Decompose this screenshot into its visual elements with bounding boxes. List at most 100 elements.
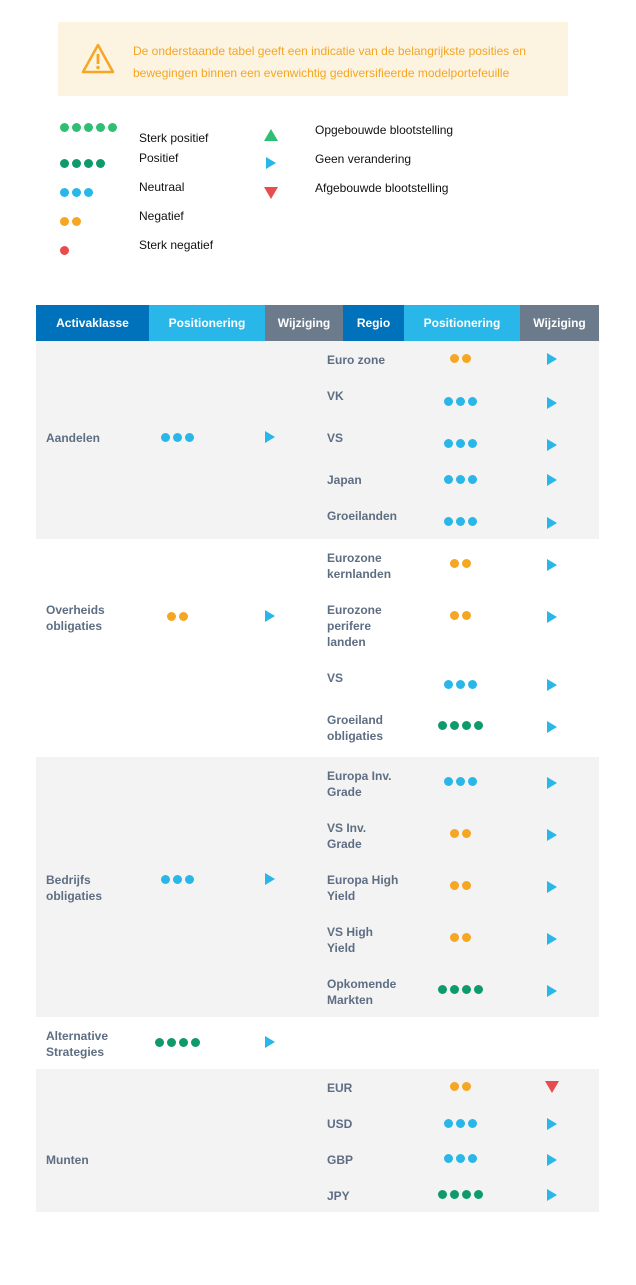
- rating-dot: [443, 439, 453, 448]
- rating-dot: [455, 777, 465, 786]
- asset-positioning-dots: [166, 612, 188, 621]
- rating-dot: [461, 829, 471, 838]
- notice-text: De onderstaande tabel geeft een indicati…: [133, 44, 526, 80]
- triangle-right-icon: [547, 474, 557, 486]
- rating-dot: [467, 397, 477, 406]
- rating-dot: [184, 433, 194, 442]
- region-label: VS High Yield: [327, 925, 374, 955]
- table-group-row: [36, 1069, 599, 1212]
- rating-dot: [443, 475, 453, 484]
- region-positioning-dots: [449, 933, 471, 942]
- rating-dot: [473, 985, 483, 994]
- region-positioning-dots: [443, 777, 477, 786]
- rating-dot: [443, 1154, 453, 1163]
- region-label: EUR: [327, 1081, 353, 1095]
- rating-dot: [178, 1038, 188, 1047]
- triangle-right-icon: [547, 1189, 557, 1201]
- table-group-row: [36, 341, 599, 539]
- rating-dot: [455, 475, 465, 484]
- legend-label-strong-positive: Sterk positief: [139, 131, 209, 145]
- triangle-right-icon: [547, 881, 557, 893]
- region-label: VK: [327, 389, 344, 403]
- rating-dot: [160, 433, 170, 442]
- legend-label-negative: Negatief: [139, 209, 184, 223]
- rating-dot: [172, 875, 182, 884]
- region-positioning-dots: [443, 517, 477, 526]
- warning-triangle-icon: [81, 43, 115, 74]
- region-positioning-dots: [449, 829, 471, 838]
- rating-dot: [461, 1190, 471, 1199]
- rating-dot: [437, 985, 447, 994]
- rating-dot: [455, 680, 465, 689]
- region-label: Europa Inv. Grade: [327, 769, 392, 799]
- region-label: Groeiland obligaties: [327, 713, 384, 743]
- triangle-right-icon: [547, 559, 557, 571]
- asset-positioning-dots: [160, 875, 194, 884]
- rating-dot: [178, 612, 188, 621]
- rating-dot: [443, 1119, 453, 1128]
- triangle-right-icon: [547, 679, 557, 691]
- rating-dot: [437, 1190, 447, 1199]
- rating-dot: [437, 721, 447, 730]
- rating-dot: [443, 397, 453, 406]
- table-group-row: [36, 539, 599, 757]
- legend-dots-strong-positive: [60, 123, 117, 132]
- rating-dot: [461, 933, 471, 942]
- legend-dots-negative: [60, 217, 81, 226]
- triangle-right-icon: [547, 933, 557, 945]
- rating-dot: [166, 1038, 176, 1047]
- region-label: JPY: [327, 1189, 350, 1203]
- triangle-right-icon: [547, 439, 557, 451]
- header-asset-class: Activaklasse: [36, 305, 149, 341]
- triangle-right-icon: [265, 873, 275, 885]
- rating-dot: [461, 985, 471, 994]
- triangle-right-icon: [265, 610, 275, 622]
- rating-dot: [461, 721, 471, 730]
- rating-dot: [455, 397, 465, 406]
- asset-positioning-dots: [154, 1038, 200, 1047]
- legend-dots-strong-negative: [60, 246, 69, 255]
- rating-dot: [461, 611, 471, 620]
- rating-dot: [467, 517, 477, 526]
- triangle-up-icon: [264, 129, 278, 141]
- legend-label-positive: Positief: [139, 151, 179, 165]
- triangle-right-icon: [547, 829, 557, 841]
- asset-class-label: Bedrijfs obligaties: [46, 873, 103, 903]
- rating-dot: [461, 1082, 471, 1091]
- region-label: Euro zone: [327, 353, 386, 367]
- triangle-right-icon: [547, 985, 557, 997]
- region-positioning-dots: [437, 1190, 483, 1199]
- region-label: USD: [327, 1117, 353, 1131]
- region-positioning-dots: [443, 397, 477, 406]
- region-label: VS: [327, 431, 344, 445]
- rating-dot: [467, 1154, 477, 1163]
- rating-dot: [467, 777, 477, 786]
- rating-dot: [449, 881, 459, 890]
- region-positioning-dots: [449, 611, 471, 620]
- region-label: Japan: [327, 473, 362, 487]
- header-positioning-left: Positionering: [149, 305, 265, 341]
- rating-dot: [172, 433, 182, 442]
- region-positioning-dots: [443, 439, 477, 448]
- region-positioning-dots: [437, 985, 483, 994]
- header-region: Regio: [343, 305, 404, 341]
- triangle-right-icon: [547, 611, 557, 623]
- rating-dot: [449, 933, 459, 942]
- triangle-right-icon: [547, 1154, 557, 1166]
- triangle-right-icon: [547, 1118, 557, 1130]
- rating-dot: [467, 475, 477, 484]
- notice-box: De onderstaande tabel geeft een indicati…: [58, 22, 568, 96]
- rating-dot: [449, 985, 459, 994]
- triangle-right-icon: [265, 1036, 275, 1048]
- triangle-right-icon: [547, 777, 557, 789]
- header-change-right: Wijziging: [520, 305, 599, 341]
- region-label: Europa High Yield: [327, 873, 399, 903]
- table-group-row: [36, 757, 599, 1017]
- region-positioning-dots: [443, 1154, 477, 1163]
- legend-label-neutral: Neutraal: [139, 180, 185, 194]
- region-positioning-dots: [437, 721, 483, 730]
- rating-dot: [443, 517, 453, 526]
- legend-dots-positive: [60, 159, 105, 168]
- rating-dot: [467, 439, 477, 448]
- region-positioning-dots: [443, 1119, 477, 1128]
